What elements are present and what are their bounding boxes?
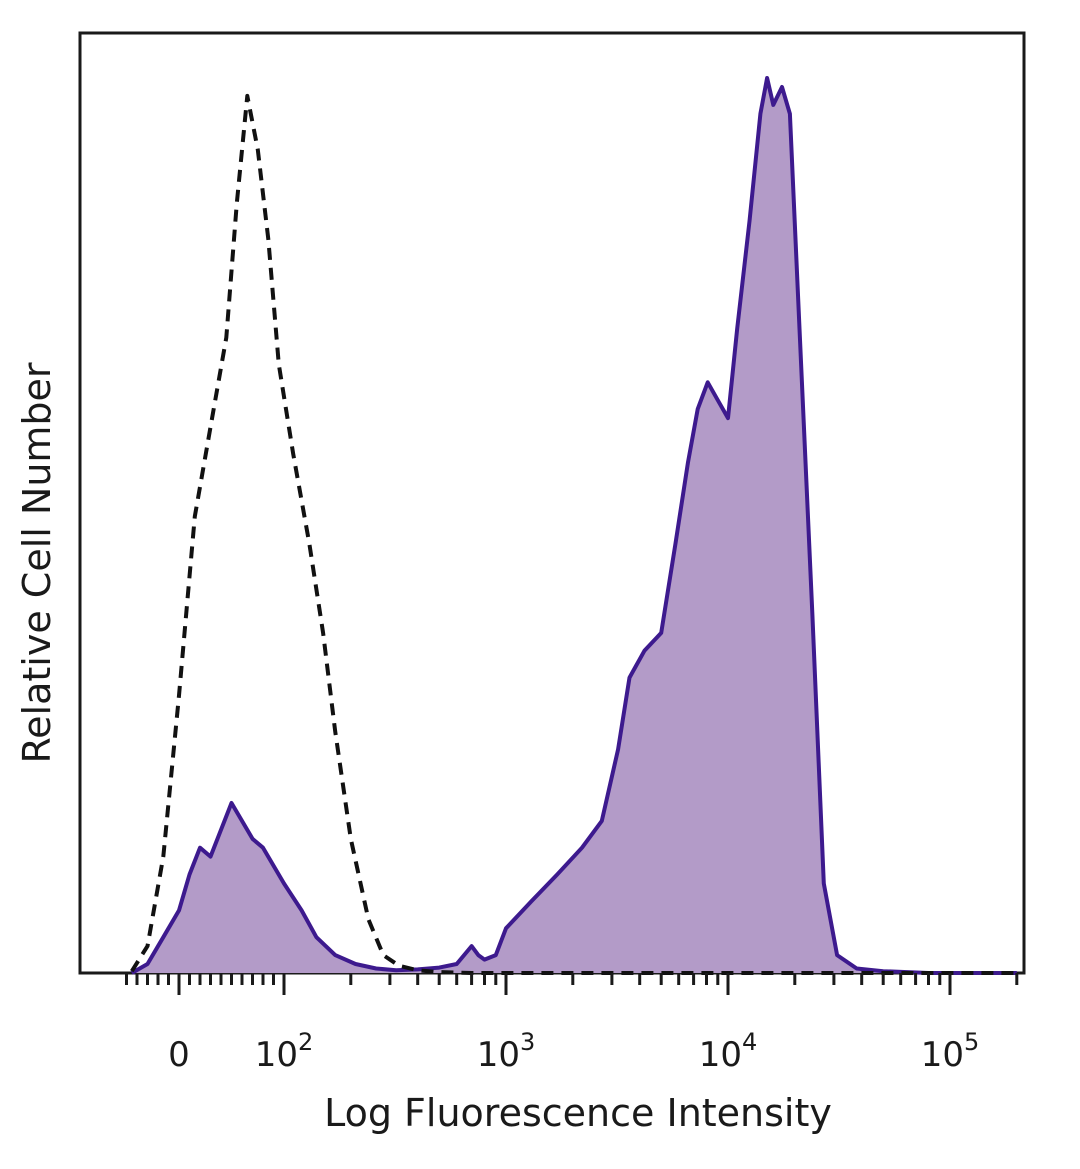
- x-tick-label: 102: [255, 1028, 314, 1075]
- x-tick-label: 105: [921, 1028, 980, 1075]
- series-fill-area: [131, 78, 1017, 973]
- x-tick-label: 104: [699, 1028, 758, 1075]
- series-line-filled: [130, 76, 1017, 975]
- x-tick-label: 103: [477, 1028, 536, 1075]
- x-axis-tick-labels: 0 102 103 104 105: [168, 1028, 979, 1075]
- x-axis-ticks: [125, 973, 1019, 995]
- x-tick-label: 0: [168, 1035, 190, 1075]
- x-axis-title: Log Fluorescence Intensity: [324, 1091, 832, 1135]
- y-axis-title: Relative Cell Number: [15, 362, 59, 763]
- series-line-dashed: [130, 93, 1017, 975]
- series-layer: [130, 76, 1017, 975]
